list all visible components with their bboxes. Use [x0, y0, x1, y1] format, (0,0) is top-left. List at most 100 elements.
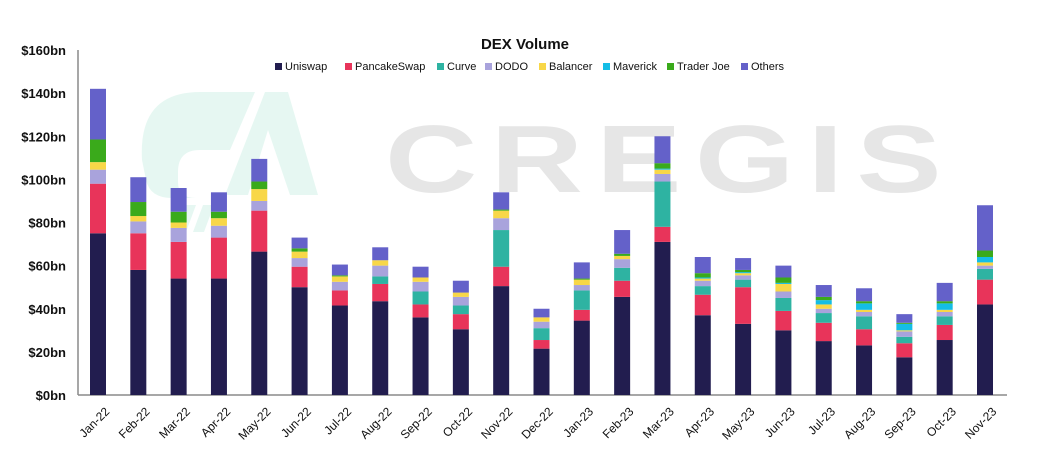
bar-stack [251, 158, 268, 395]
bar-segment-trader-joe [493, 209, 510, 211]
bar-stack [815, 285, 832, 395]
x-tick-label: Jul-22 [321, 404, 354, 437]
bar-segment-uniswap [573, 320, 590, 395]
bar-segment-pancakeswap [573, 309, 590, 321]
bar-segment-uniswap [170, 278, 187, 395]
bar-segment-trader-joe [210, 211, 227, 219]
legend-label: Balancer [549, 61, 593, 73]
bar-segment-curve [694, 286, 711, 295]
bar-segment-uniswap [977, 304, 993, 395]
bar-segment-curve [372, 276, 389, 284]
bar-segment-uniswap [735, 323, 752, 395]
bar-segment-dodo [896, 331, 913, 337]
x-tick-label: Sep-23 [881, 404, 918, 441]
bar-segment-curve [614, 267, 631, 281]
watermark-logo-icon [141, 92, 318, 232]
bar-stack [331, 264, 348, 395]
x-tick-label: Mar-23 [640, 404, 677, 441]
bar-segment-balancer [573, 279, 590, 286]
bar-segment-dodo [90, 169, 106, 184]
bar-segment-maverick [735, 272, 752, 274]
bar-segment-pancakeswap [90, 183, 106, 234]
bar-segment-balancer [170, 222, 187, 228]
bar-segment-curve [533, 328, 550, 341]
bar-segment-dodo [936, 311, 953, 317]
bar-segment-pancakeswap [815, 322, 832, 342]
bar-segment-balancer [372, 260, 389, 266]
legend-item: DODO [485, 61, 528, 73]
bar-segment-pancakeswap [412, 304, 429, 318]
bar-segment-others [331, 264, 348, 276]
bar-segment-dodo [735, 275, 752, 280]
legend-swatch [437, 63, 444, 70]
legend-swatch [667, 63, 674, 70]
bar-stack [654, 136, 671, 395]
bar-segment-maverick [694, 277, 711, 279]
bar-segment-uniswap [694, 315, 711, 395]
bar-segment-pancakeswap [251, 210, 268, 252]
x-tick-label: Jan-22 [76, 404, 112, 440]
bar-segment-maverick [654, 168, 671, 170]
bar-segment-dodo [331, 281, 348, 291]
bar-stack [210, 192, 227, 395]
bar-stack [130, 177, 147, 395]
bar-segment-maverick [977, 257, 993, 263]
bar-stack [452, 280, 469, 395]
bar-segment-others [412, 266, 429, 278]
bar-segment-uniswap [412, 317, 429, 396]
bar-segment-trader-joe [573, 278, 590, 280]
legend-item: Others [741, 61, 785, 73]
bar-segment-curve [493, 230, 510, 267]
bar-segment-dodo [977, 265, 993, 269]
legend-swatch [275, 63, 282, 70]
bar-segment-others [815, 285, 832, 297]
bar-segment-balancer [452, 292, 469, 297]
bar-segment-trader-joe [654, 163, 671, 169]
bar-segment-dodo [412, 281, 429, 292]
bar-segment-trader-joe [90, 139, 106, 163]
bar-segment-trader-joe [694, 273, 711, 278]
bar-segment-pancakeswap [896, 343, 913, 358]
bar-segment-pancakeswap [614, 280, 631, 297]
bar-stack [412, 266, 429, 396]
bar-segment-uniswap [815, 341, 832, 395]
bar-segment-curve [856, 316, 873, 330]
bar-segment-curve [573, 290, 590, 310]
bar-segment-others [614, 230, 631, 254]
bar-segment-balancer [896, 330, 913, 332]
bar-segment-trader-joe [130, 202, 147, 217]
bar-segment-balancer [936, 309, 953, 312]
bar-segment-pancakeswap [977, 279, 993, 305]
bar-stack [896, 314, 913, 395]
bar-stack [775, 265, 792, 395]
x-tick-label: Feb-23 [600, 404, 637, 441]
bar-segment-curve [977, 268, 993, 280]
bar-segment-balancer [251, 189, 268, 201]
bar-segment-dodo [372, 265, 389, 277]
bar-segment-maverick [856, 303, 873, 310]
bar-stack [614, 230, 631, 395]
y-tick-label: $0bn [36, 388, 66, 403]
bar-segment-pancakeswap [856, 329, 873, 346]
bar-segment-balancer [533, 317, 550, 322]
bar-stack [735, 258, 752, 395]
bar-segment-pancakeswap [775, 310, 792, 331]
bar-segment-dodo [815, 308, 832, 314]
bar-stack [90, 88, 106, 395]
y-axis-ticks: $0bn $20bn $40bn $60bn $80bn $100bn $120bn $140… [21, 43, 66, 403]
bar-segment-others [896, 314, 913, 323]
x-tick-label: Aug-22 [357, 404, 394, 441]
bar-segment-pancakeswap [452, 314, 469, 330]
bar-segment-uniswap [90, 233, 106, 395]
bar-segment-others [936, 282, 953, 302]
bar-segment-curve [896, 336, 913, 344]
legend-item: Balancer [539, 61, 593, 73]
bar-segment-balancer [654, 169, 671, 174]
bar-segment-others [977, 205, 993, 251]
x-tick-label: Apr-23 [682, 404, 718, 440]
bar-stack [170, 188, 187, 395]
bar-segment-curve [815, 313, 832, 323]
legend: Uniswap PancakeSwap Curve DODO Balancer Maver… [275, 61, 785, 73]
bar-segment-others [251, 158, 268, 182]
bar-segment-trader-joe [291, 248, 308, 252]
